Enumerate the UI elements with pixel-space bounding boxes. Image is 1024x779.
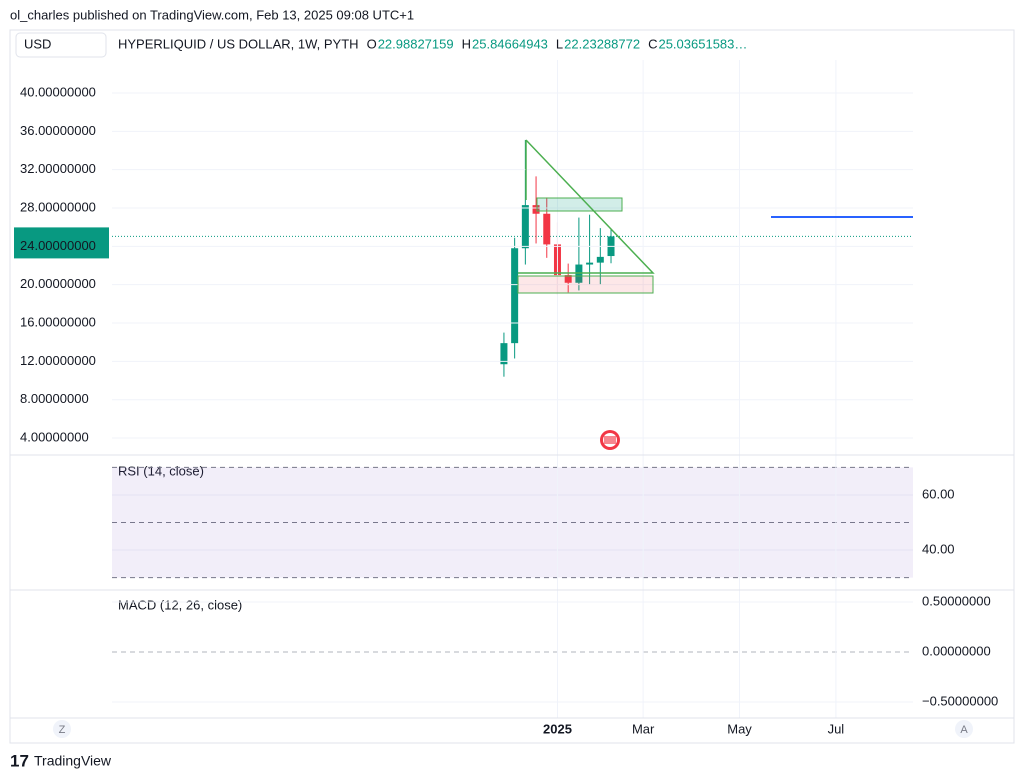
symbol: HYPERLIQUID / US DOLLAR, 1W, PYTH <box>118 36 359 51</box>
ohlc-value: 22.98827159 <box>378 36 454 51</box>
y-tick-label: 4.00000000 <box>20 429 89 444</box>
x-tick-label: Jul <box>828 721 845 736</box>
y-tick-label: 0.00000000 <box>922 643 991 658</box>
y-tick-label: 32.00000000 <box>20 161 96 176</box>
ohlc-key: O <box>367 36 377 51</box>
y-tick-label: 28.00000000 <box>20 199 96 214</box>
frame <box>9 29 1015 744</box>
currency-box[interactable] <box>15 32 107 58</box>
drawing-box <box>536 197 623 212</box>
ohlc-key: H <box>462 36 471 51</box>
button[interactable] <box>955 720 973 738</box>
currency[interactable]: USD <box>24 36 51 51</box>
brand-logo: 17 <box>10 751 29 770</box>
zoom-button[interactable]: Z <box>59 724 66 736</box>
event-flag <box>604 436 616 444</box>
ohlc-key: C <box>648 36 657 51</box>
publish-note: ol_charles published on TradingView.com,… <box>10 7 414 22</box>
drawing-triangle <box>518 139 655 274</box>
y-tick-label: 20.00000000 <box>20 276 96 291</box>
ohlc-value: 22.23288772 <box>564 36 640 51</box>
x-tick-label: 2025 <box>543 721 572 736</box>
last-price-tag <box>14 227 109 259</box>
pane-title: MACD (12, 26, close) <box>118 597 242 612</box>
y-tick-label: 0.50000000 <box>922 593 991 608</box>
y-tick-label: 36.00000000 <box>20 123 96 138</box>
x-tick-label: May <box>727 721 752 736</box>
y-tick-label: 16.00000000 <box>20 314 96 329</box>
ohlc-key: L <box>556 36 563 51</box>
ohlc-value: 25.03651583… <box>658 36 747 51</box>
x-tick-label: Mar <box>632 721 655 736</box>
y-tick-label: 60.00 <box>922 486 955 501</box>
y-tick-label: 24.00000000 <box>20 238 96 253</box>
y-tick-label: 40.00000000 <box>20 84 96 99</box>
y-tick-label: 12.00000000 <box>20 353 96 368</box>
button[interactable] <box>53 720 71 738</box>
rsi-band <box>112 467 913 578</box>
auto-button[interactable]: A <box>960 724 968 736</box>
y-tick-label: 40.00 <box>922 541 955 556</box>
ohlc-value: 25.84664943 <box>472 36 548 51</box>
brand: TradingView <box>34 753 112 769</box>
y-tick-label: 8.00000000 <box>20 391 89 406</box>
drawing-box <box>517 275 654 294</box>
y-tick-label: −0.50000000 <box>922 693 998 708</box>
